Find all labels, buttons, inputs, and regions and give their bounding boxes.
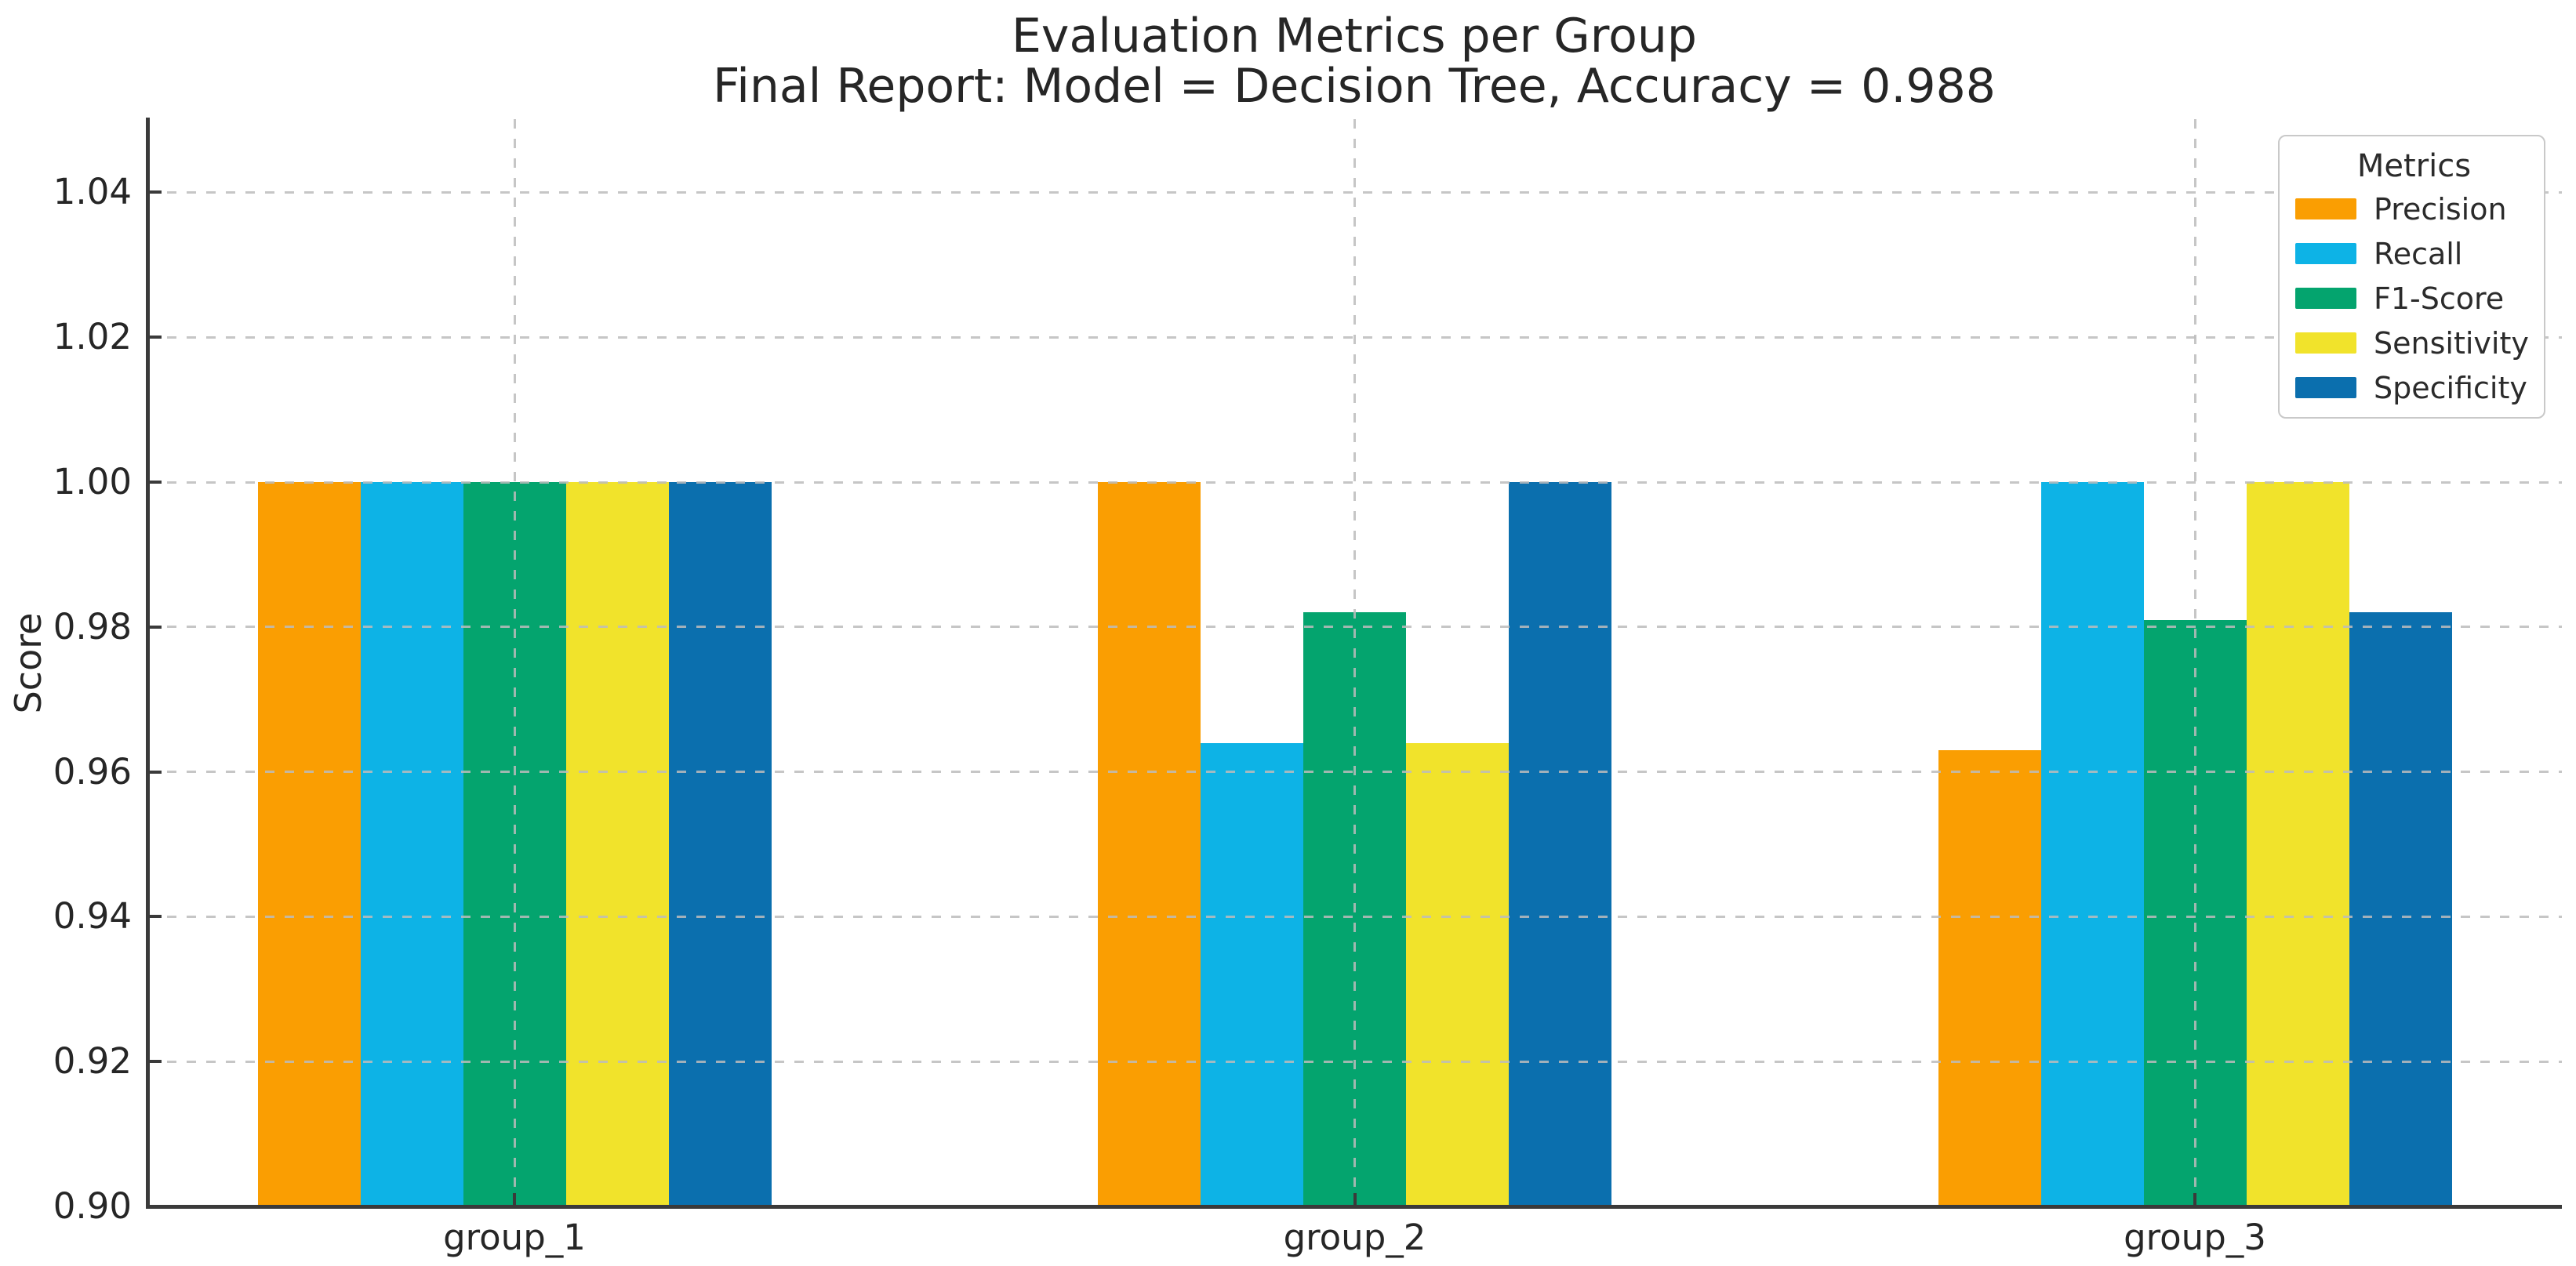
legend: Metrics Precision Recall F1-Score Sensitivi…: [2278, 135, 2545, 419]
legend-title: Metrics: [2356, 148, 2472, 184]
legend-swatch-Specificity: [2295, 377, 2356, 398]
y-tick-label-1.04: 1.04: [53, 171, 132, 213]
legend-label-Specificity: Specificity: [2374, 370, 2527, 405]
bar-group_1-Specificity: [668, 482, 772, 1206]
y-tick-label-0.98: 0.98: [53, 605, 132, 648]
y-axis-spine: [146, 118, 150, 1209]
gridline-x-group_1: [513, 119, 516, 1206]
bar-group_3-Precision: [1938, 749, 2041, 1206]
y-tick-1.04: [150, 190, 162, 194]
legend-item-F1-Score: F1-Score: [2295, 276, 2533, 321]
x-tick-group_2: [1353, 1193, 1357, 1205]
y-tick-label-1.00: 1.00: [53, 461, 132, 502]
x-tick-label-group_1: group_1: [443, 1217, 586, 1258]
x-tick-group_3: [2193, 1193, 2196, 1205]
bar-group_3-Specificity: [2349, 612, 2452, 1206]
y-tick-label-0.96: 0.96: [53, 750, 132, 793]
bar-group_2-Specificity: [1509, 482, 1611, 1206]
chart-title-block: Evaluation Metrics per Group Final Repor…: [713, 11, 1996, 111]
legend-item-Precision: Precision: [2295, 187, 2533, 231]
y-tick-label-1.02: 1.02: [53, 316, 132, 358]
chart-title: Evaluation Metrics per Group: [1012, 9, 1697, 63]
y-tick-label-0.94: 0.94: [53, 895, 132, 938]
x-tick-group_1: [513, 1193, 516, 1205]
y-tick-1.02: [150, 336, 162, 339]
y-tick-0.98: [150, 625, 162, 629]
y-tick-1.00: [150, 481, 162, 484]
bar-group_1-Sensitivity: [565, 482, 669, 1206]
legend-swatch-Sensitivity: [2295, 332, 2356, 354]
legend-label-Precision: Precision: [2374, 191, 2507, 227]
bar-group_3-Recall: [2040, 482, 2144, 1206]
legend-swatch-F1-Score: [2295, 288, 2356, 309]
x-tick-label-group_3: group_3: [2124, 1217, 2266, 1258]
x-tick-label-group_2: group_2: [1283, 1217, 1426, 1258]
x-axis-spine: [146, 1205, 2562, 1209]
gridline-x-group_3: [2193, 119, 2196, 1206]
y-tick-0.92: [150, 1060, 162, 1064]
legend-swatch-Precision: [2295, 198, 2356, 219]
bar-group_1-Recall: [360, 482, 463, 1206]
y-tick-label-0.90: 0.90: [53, 1185, 132, 1227]
legend-label-F1-Score: F1-Score: [2374, 281, 2505, 316]
legend-swatch-Recall: [2295, 243, 2356, 264]
legend-label-Sensitivity: Sensitivity: [2374, 325, 2529, 361]
bar-group_3-Sensitivity: [2246, 482, 2349, 1206]
legend-label-Recall: Recall: [2374, 236, 2463, 271]
gridline-x-group_2: [1353, 119, 1356, 1206]
chart-subtitle: Final Report: Model = Decision Tree, Acc…: [713, 59, 1996, 114]
bar-group_2-Sensitivity: [1406, 742, 1509, 1206]
legend-item-Recall: Recall: [2295, 231, 2533, 276]
legend-items: Precision Recall F1-Score Sensitivity Specif…: [2295, 187, 2533, 410]
y-tick-label-0.92: 0.92: [53, 1040, 132, 1083]
y-tick-0.96: [150, 770, 162, 774]
y-tick-0.94: [150, 915, 162, 919]
bar-group_2-Precision: [1098, 482, 1201, 1206]
legend-item-Specificity: Specificity: [2295, 365, 2533, 410]
legend-item-Sensitivity: Sensitivity: [2295, 321, 2533, 365]
bar-group_2-Recall: [1201, 742, 1303, 1206]
bar-group_1-Precision: [257, 482, 361, 1206]
